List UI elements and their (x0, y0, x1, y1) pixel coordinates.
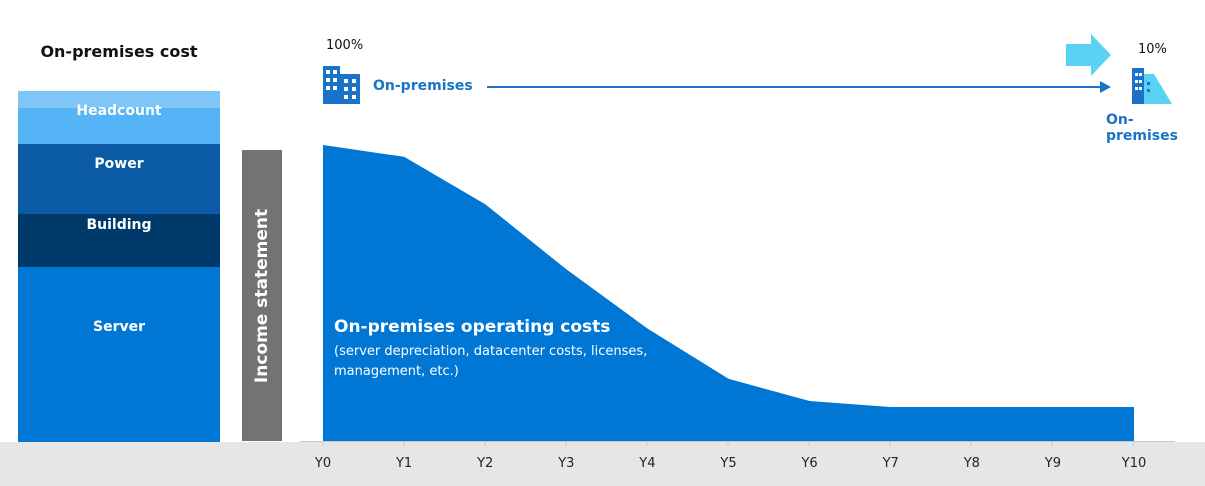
start-percent: 100% (326, 38, 364, 53)
x-tick-label: Y0 (314, 456, 332, 471)
segment-server: Server (18, 267, 220, 442)
x-tick-label: Y10 (1121, 456, 1147, 471)
timeline-arrow-head (1100, 81, 1111, 93)
area-subtitle: (server depreciation, datacenter costs, … (334, 344, 648, 379)
x-tick-label: Y1 (395, 456, 413, 471)
start-label: On-premises (373, 78, 473, 94)
cost-area (323, 145, 1134, 441)
x-tick-label: Y7 (882, 456, 899, 471)
end-percent: 10% (1138, 42, 1167, 57)
area-title: On-premises operating costs (334, 317, 611, 337)
x-tick-label: Y2 (477, 456, 494, 471)
right-arrow-icon (1066, 34, 1111, 76)
x-tick-label: Y4 (639, 456, 656, 471)
segment-building-label: Building (86, 217, 152, 233)
x-tick-label: Y3 (558, 456, 575, 471)
segment-headcount-label: Headcount (76, 103, 162, 119)
income-statement-bar: Income statement (242, 150, 282, 441)
x-tick-label: Y5 (720, 456, 737, 471)
segment-power: Power (18, 144, 220, 214)
building-icon (323, 66, 360, 104)
x-axis-band (0, 442, 1205, 486)
stack-title: On-premises cost (40, 42, 198, 61)
segment-building: Building (18, 214, 220, 267)
building-icon-small (1132, 68, 1172, 104)
segment-headcount: Headcount (18, 91, 220, 144)
segment-power-label: Power (94, 156, 144, 172)
end-label: On-premises (1106, 112, 1178, 144)
x-tick-label: Y8 (963, 456, 980, 471)
x-tick-label: Y6 (801, 456, 818, 471)
x-tick-label: Y9 (1044, 456, 1061, 471)
segment-server-label: Server (92, 319, 145, 335)
